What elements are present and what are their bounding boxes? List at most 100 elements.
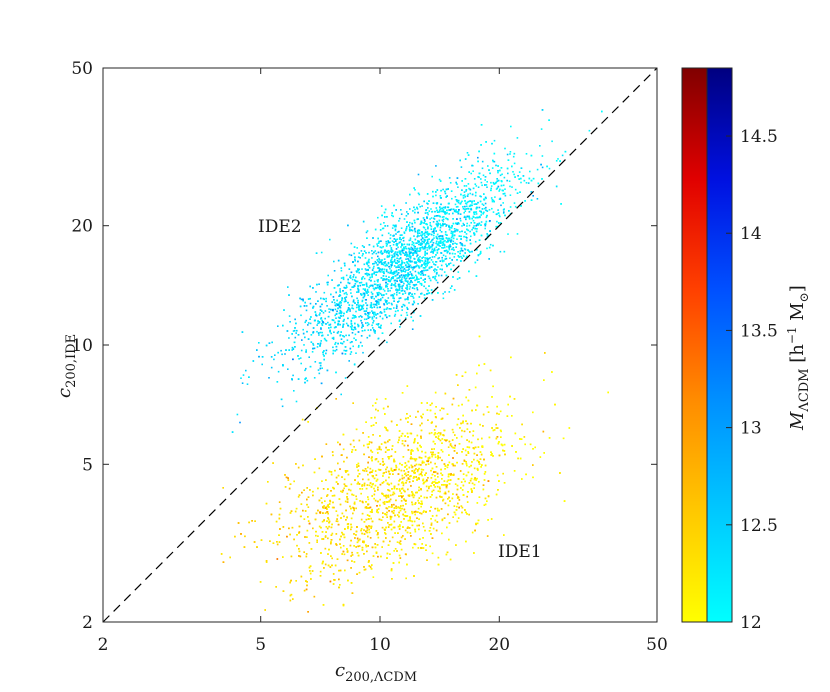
scatter-point-ide2: [424, 244, 427, 246]
scatter-point-ide2: [460, 238, 462, 240]
scatter-point-ide1: [420, 457, 423, 459]
scatter-point-ide2: [300, 362, 302, 365]
scatter-point-ide1: [296, 534, 298, 536]
scatter-point-ide1: [402, 456, 405, 458]
scatter-point-ide1: [351, 451, 353, 453]
scatter-point-ide2: [473, 203, 476, 205]
scatter-point-ide2: [506, 167, 509, 170]
scatter-point-ide2: [466, 222, 468, 225]
scatter-point-ide2: [398, 230, 400, 233]
scatter-point-ide2: [439, 195, 442, 197]
scatter-point-ide2: [280, 398, 283, 401]
scatter-point-ide1: [416, 491, 418, 494]
scatter-point-ide2: [483, 199, 486, 201]
scatter-point-ide2: [420, 284, 423, 286]
scatter-point-ide2: [476, 206, 479, 209]
scatter-point-ide2: [387, 261, 390, 264]
scatter-point-ide2: [381, 294, 383, 296]
scatter-point-ide1: [416, 447, 419, 450]
scatter-point-ide1: [390, 528, 393, 531]
scatter-point-ide2: [380, 260, 383, 263]
scatter-point-ide2: [356, 247, 358, 249]
scatter-point-ide2: [452, 240, 455, 243]
scatter-point-ide2: [438, 242, 441, 244]
scatter-point-ide1: [374, 470, 377, 472]
scatter-point-ide1: [393, 458, 395, 461]
scatter-point-ide1: [443, 429, 445, 432]
scatter-point-ide1: [500, 436, 502, 438]
scatter-point-ide2: [423, 297, 426, 299]
scatter-point-ide1: [344, 569, 346, 572]
scatter-point-ide2: [448, 226, 450, 228]
scatter-point-ide1: [483, 363, 486, 365]
scatter-point-ide2: [418, 243, 420, 246]
scatter-point-ide1: [384, 501, 386, 503]
scatter-point-ide2: [444, 223, 446, 225]
scatter-point-ide2: [436, 237, 438, 240]
scatter-point-ide2: [303, 344, 305, 346]
scatter-point-ide2: [339, 334, 342, 336]
scatter-point-ide2: [459, 159, 461, 162]
scatter-point-ide2: [385, 284, 387, 287]
scatter-point-ide2: [433, 248, 436, 251]
scatter-point-ide2: [500, 222, 502, 224]
scatter-point-ide2: [438, 178, 441, 181]
scatter-point-ide2: [375, 274, 377, 276]
scatter-point-ide1: [534, 446, 536, 449]
scatter-point-ide2: [427, 262, 429, 264]
scatter-point-ide2: [365, 302, 367, 304]
scatter-point-ide2: [499, 169, 501, 172]
scatter-point-ide2: [439, 208, 442, 210]
scatter-point-ide2: [354, 302, 356, 304]
scatter-point-ide2: [413, 293, 416, 295]
scatter-point-ide2: [435, 261, 437, 263]
scatter-point-ide2: [424, 234, 426, 237]
scatter-point-ide2: [236, 413, 239, 416]
scatter-point-ide2: [302, 298, 304, 301]
scatter-point-ide1: [405, 577, 407, 580]
scatter-point-ide2: [514, 205, 517, 208]
scatter-point-ide2: [420, 265, 422, 268]
scatter-point-ide1: [374, 416, 376, 419]
scatter-point-ide2: [393, 260, 396, 263]
scatter-point-ide2: [446, 264, 448, 267]
scatter-point-ide2: [287, 286, 289, 288]
scatter-point-ide2: [321, 322, 323, 325]
scatter-point-ide2: [431, 256, 434, 258]
scatter-point-ide2: [489, 230, 491, 232]
scatter-point-ide2: [369, 306, 372, 309]
scatter-point-ide2: [486, 210, 489, 212]
scatter-point-ide2: [335, 345, 338, 348]
scatter-point-ide2: [406, 286, 408, 289]
scatter-point-ide2: [499, 197, 502, 200]
scatter-point-ide2: [440, 252, 443, 254]
scatter-point-ide1: [367, 466, 369, 469]
scatter-point-ide2: [338, 306, 341, 308]
scatter-point-ide1: [395, 464, 397, 467]
scatter-point-ide2: [484, 224, 487, 227]
scatter-point-ide2: [433, 270, 436, 273]
scatter-point-ide2: [315, 313, 317, 316]
scatter-point-ide2: [332, 349, 335, 352]
scatter-point-ide2: [366, 307, 368, 310]
scatter-point-ide2: [340, 338, 343, 340]
scatter-point-ide2: [514, 188, 517, 191]
scatter-point-ide2: [396, 251, 399, 253]
scatter-point-ide1: [483, 473, 486, 475]
scatter-point-ide2: [513, 202, 516, 204]
scatter-point-ide2: [363, 246, 365, 248]
scatter-point-ide2: [441, 259, 444, 261]
scatter-point-ide2: [355, 306, 358, 309]
scatter-point-ide1: [350, 483, 353, 486]
scatter-point-ide2: [492, 199, 495, 202]
scatter-point-ide2: [410, 280, 412, 282]
scatter-point-ide2: [319, 367, 322, 370]
scatter-point-ide2: [298, 358, 300, 360]
scatter-point-ide2: [280, 349, 282, 352]
scatter-point-ide2: [430, 266, 433, 268]
scatter-point-ide2: [283, 309, 285, 311]
scatter-point-ide2: [422, 274, 425, 276]
scatter-point-ide2: [325, 323, 327, 325]
scatter-point-ide2: [385, 240, 387, 243]
scatter-point-ide2: [503, 250, 506, 253]
